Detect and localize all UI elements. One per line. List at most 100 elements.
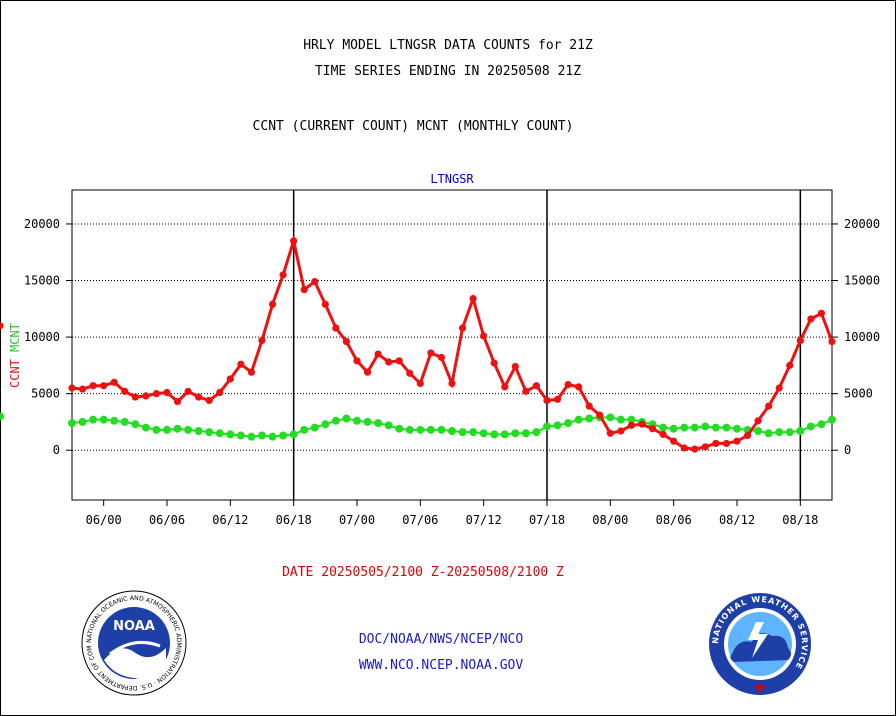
data-point-mcnt xyxy=(511,429,520,438)
data-point-ccnt xyxy=(332,324,340,332)
data-point-ccnt xyxy=(353,357,361,365)
data-point-ccnt xyxy=(743,431,752,440)
data-point-ccnt xyxy=(279,271,287,279)
data-point-ccnt xyxy=(78,385,87,393)
data-point-ccnt xyxy=(712,439,720,448)
data-point-mcnt xyxy=(669,424,678,433)
y-axis-label-ccnt: CCNT xyxy=(8,359,22,388)
data-point-ccnt xyxy=(765,402,773,410)
y-tick-label-left: 5000 xyxy=(31,387,60,401)
data-point-mcnt xyxy=(310,423,319,432)
x-tick-label: 07/18 xyxy=(529,513,565,527)
x-tick-label: 08/12 xyxy=(719,513,755,527)
data-point-mcnt xyxy=(395,424,404,433)
data-point-ccnt xyxy=(532,382,541,390)
data-point-ccnt xyxy=(522,387,530,395)
data-point-ccnt xyxy=(511,362,519,371)
data-point-mcnt xyxy=(384,421,393,430)
data-point-ccnt xyxy=(606,429,614,437)
plot-area-border xyxy=(71,189,833,501)
data-point-ccnt xyxy=(300,285,308,294)
data-point-ccnt xyxy=(395,357,403,365)
x-tick-label: 06/18 xyxy=(276,513,312,527)
chart-subtitle: CCNT (CURRENT COUNT) MCNT (MONTHLY COUNT… xyxy=(252,119,574,134)
y-tick-layer: 0 0 5000 5000 10000 10000 15000 15000 20000 20000 xyxy=(24,217,880,457)
data-point-mcnt xyxy=(448,426,456,435)
data-point-ccnt xyxy=(321,300,329,308)
data-point-mcnt xyxy=(300,425,309,434)
data-point-ccnt xyxy=(775,384,783,392)
data-point-mcnt xyxy=(690,423,699,432)
data-point-ccnt xyxy=(648,425,657,433)
series-layer xyxy=(0,235,836,453)
data-point-mcnt xyxy=(606,413,615,422)
data-point-mcnt xyxy=(141,423,150,432)
data-point-ccnt xyxy=(638,420,646,428)
data-point-ccnt xyxy=(786,361,794,369)
data-point-mcnt xyxy=(796,426,805,435)
data-point-mcnt xyxy=(659,423,668,432)
data-point-ccnt xyxy=(480,332,488,340)
data-point-ccnt xyxy=(807,315,815,323)
data-point-mcnt xyxy=(236,431,245,440)
data-point-mcnt xyxy=(701,422,710,431)
data-point-ccnt xyxy=(195,393,203,401)
chart-title-line2: TIME SERIES ENDING IN 20250508 21Z xyxy=(314,64,582,79)
data-point-mcnt xyxy=(416,425,425,434)
y-tick-label-left: 20000 xyxy=(24,217,60,231)
x-tick-label: 06/06 xyxy=(149,513,185,527)
data-point-mcnt xyxy=(331,416,340,425)
data-point-ccnt xyxy=(490,359,498,367)
data-point-ccnt xyxy=(342,338,351,346)
data-point-mcnt xyxy=(89,415,98,424)
data-point-ccnt xyxy=(290,237,298,245)
y-tick-label-right: 0 xyxy=(844,443,851,457)
data-point-mcnt xyxy=(268,432,277,441)
data-point-ccnt xyxy=(796,336,804,345)
data-point-mcnt xyxy=(258,431,266,440)
data-point-mcnt xyxy=(828,415,836,424)
day-marker-layer xyxy=(292,190,802,500)
y-tick-label-left: 0 xyxy=(53,443,60,457)
data-point-ccnt xyxy=(268,300,277,308)
date-range-label: DATE 20250505/2100 Z-20250508/2100 Z xyxy=(282,565,564,580)
data-point-mcnt xyxy=(437,425,446,434)
credit-line-2[interactable]: WWW.NCO.NCEP.NOAA.GOV xyxy=(358,658,524,673)
data-point-ccnt xyxy=(68,384,76,392)
data-point-ccnt xyxy=(247,368,256,376)
x-tick-label: 08/06 xyxy=(656,513,692,527)
data-point-mcnt xyxy=(733,424,741,433)
x-tick-label: 06/00 xyxy=(86,513,122,527)
x-tick-label: 07/12 xyxy=(466,513,502,527)
data-point-ccnt xyxy=(543,396,551,405)
data-point-ccnt xyxy=(237,360,245,368)
data-point-mcnt xyxy=(363,417,372,426)
data-point-ccnt xyxy=(617,427,625,435)
data-point-mcnt xyxy=(490,430,499,439)
credit-line-1[interactable]: DOC/NOAA/NWS/NCEP/NCO xyxy=(358,632,524,647)
x-tick-label: 08/18 xyxy=(782,513,818,527)
data-point-ccnt xyxy=(121,387,129,395)
nws-logo-icon: NATIONAL WEATHER SERVICE xyxy=(709,593,811,695)
noaa-logo-text: NOAA xyxy=(113,619,155,634)
data-point-ccnt xyxy=(437,353,446,362)
data-point-mcnt xyxy=(585,414,594,423)
data-point-ccnt xyxy=(152,390,161,398)
data-point-ccnt xyxy=(163,388,171,397)
data-point-ccnt xyxy=(142,392,150,400)
data-point-mcnt xyxy=(764,429,773,438)
data-point-ccnt xyxy=(184,387,192,395)
data-point-ccnt xyxy=(416,379,424,388)
noaa-logo-icon: NOAA NATIONAL OCEANIC AND ATMOSPHERIC AD… xyxy=(80,590,187,696)
data-point-mcnt xyxy=(205,428,214,437)
y-tick-label-left: 10000 xyxy=(24,330,60,344)
data-point-ccnt xyxy=(216,388,224,397)
x-tick-label: 07/06 xyxy=(402,513,438,527)
data-point-ccnt xyxy=(691,445,699,453)
data-point-ccnt xyxy=(828,338,836,346)
data-point-mcnt xyxy=(574,415,583,424)
data-point-mcnt xyxy=(616,415,625,424)
x-tick-layer: 06/00 06/06 06/12 06/18 07/00 07/06 07/12 07/18… xyxy=(86,500,818,527)
data-point-ccnt xyxy=(385,358,393,366)
